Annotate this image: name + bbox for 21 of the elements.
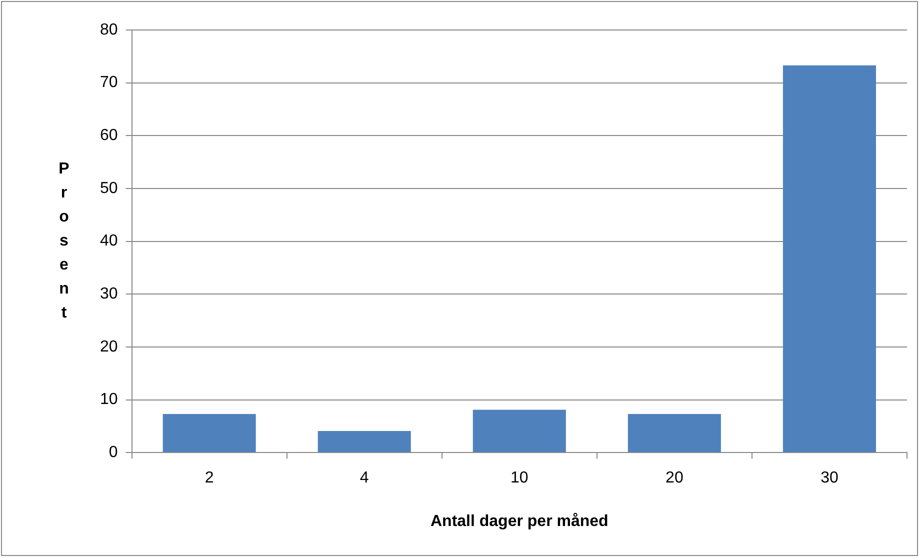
bar (472, 410, 566, 452)
y-tick-label: 10 (100, 391, 118, 408)
x-tick-label: 2 (204, 470, 214, 487)
bar (318, 430, 411, 452)
bar (628, 414, 721, 452)
x-tick-label: 20 (666, 470, 684, 487)
y-tick-label: 0 (108, 444, 118, 462)
y-tick-label: 60 (100, 127, 118, 144)
x-tick-label: 4 (360, 470, 369, 487)
x-axis-title: Antall dager per måned (430, 512, 608, 530)
y-tick-label: 50 (100, 180, 118, 197)
y-tick-label: 40 (100, 232, 118, 250)
y-tick-label: 70 (100, 74, 118, 92)
y-tick-label: 80 (100, 21, 118, 38)
x-tick-label: 30 (820, 470, 838, 487)
bar (162, 414, 256, 452)
bar (782, 65, 876, 452)
y-tick-label: 20 (100, 338, 118, 356)
y-axis-title: Prosent (58, 160, 70, 322)
x-tick-label: 10 (510, 470, 528, 487)
y-tick-label: 30 (100, 286, 118, 303)
